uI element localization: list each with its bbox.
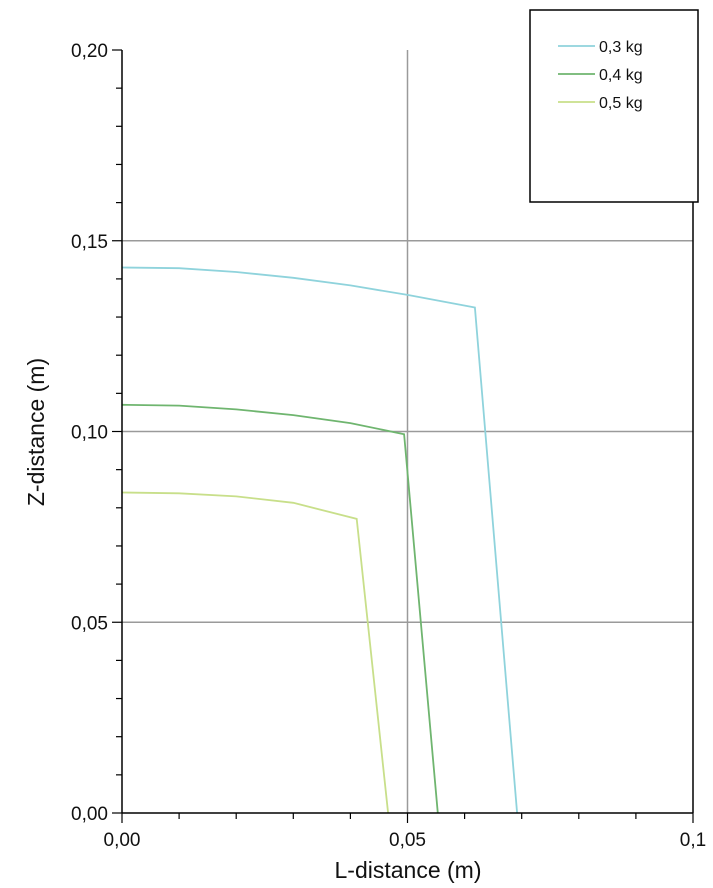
series-line-3 [121, 491, 389, 814]
y-tick-label: 0,15 [71, 232, 108, 253]
ticks: 0,00 0,05 0,10 0,15 0,20 0,00 0,05 0,1 [71, 41, 706, 851]
x-tick-label: 0,05 [389, 830, 426, 851]
y-tick-label: 0,05 [71, 613, 108, 634]
y-tick-label: 0,20 [71, 41, 108, 62]
legend-box [529, 9, 699, 203]
legend-label-2: 0,4 kg [599, 67, 643, 84]
legend-items: 0,3 kg 0,4 kg 0,5 kg [558, 39, 643, 112]
x-tick-label: 0,00 [104, 830, 141, 851]
series-line-1 [121, 266, 518, 814]
legend-label-1: 0,3 kg [599, 39, 643, 56]
x-tick-label: 0,1 [680, 830, 706, 851]
legend: 0,3 kg 0,4 kg 0,5 kg [529, 9, 699, 203]
legend-label-3: 0,5 kg [599, 95, 643, 112]
y-tick-label: 0,00 [71, 804, 108, 825]
y-tick-label: 0,10 [71, 423, 108, 444]
grid [122, 50, 693, 813]
y-axis-title: Z-distance (m) [23, 358, 49, 506]
x-axis-title: L-distance (m) [335, 857, 482, 883]
series-line-2 [121, 403, 439, 814]
series-layer [121, 266, 518, 814]
